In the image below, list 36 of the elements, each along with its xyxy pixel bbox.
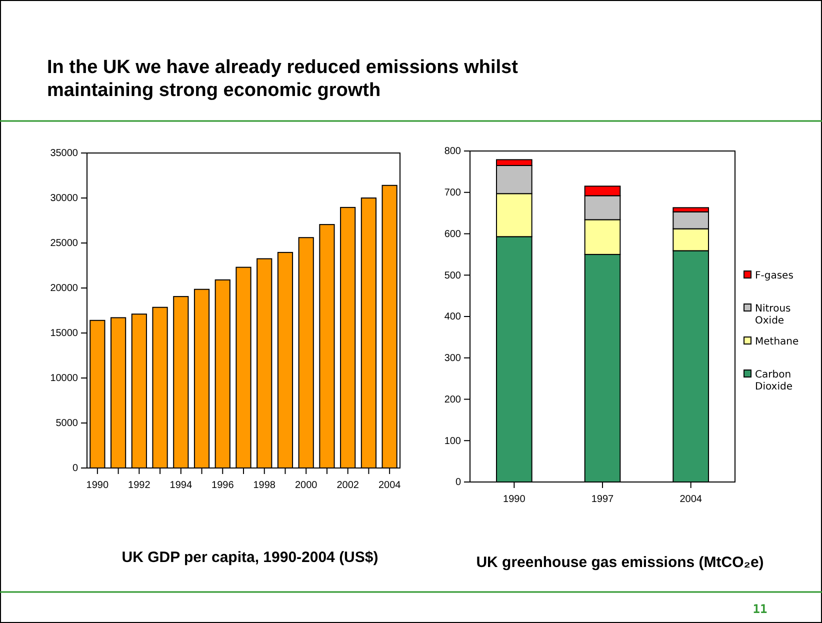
text: UK GDP per capita, 1990-2004 (US$) <box>122 549 378 566</box>
x-tick-label: 2004 <box>378 480 402 491</box>
y-tick-label: 35000 <box>50 148 78 160</box>
text: In the UK we have already reduced emissions whilst maintaining strong economic growth <box>47 57 519 101</box>
text: UK greenhouse gas emissions (MtCO₂e) <box>476 554 764 571</box>
legend-label: Methane <box>755 336 799 348</box>
y-tick-label: 30000 <box>50 193 78 204</box>
y-tick-label: 700 <box>444 188 462 199</box>
y-tick-label: 800 <box>444 146 462 158</box>
y-tick-label: 100 <box>444 436 462 447</box>
x-tick-label: 1990 <box>503 494 526 505</box>
y-tick-label: 5000 <box>56 418 78 430</box>
x-tick-label: 1997 <box>591 494 614 505</box>
x-tick-label: 1998 <box>253 480 276 491</box>
x-tick-label: 1992 <box>128 480 151 491</box>
y-tick-label: 20000 <box>50 283 78 294</box>
y-tick-label: 500 <box>444 270 462 282</box>
legend-label: Carbon Dioxide <box>755 370 792 392</box>
x-tick-label: 2004 <box>680 494 702 505</box>
x-tick-label: 1990 <box>86 480 109 491</box>
y-tick-label: 0 <box>455 477 462 488</box>
legend-label: Nitrous Oxide <box>755 304 791 326</box>
y-tick-label: 0 <box>72 463 78 474</box>
y-tick-label: 600 <box>444 228 462 240</box>
y-tick-label: 10000 <box>50 373 78 384</box>
x-tick-label: 2000 <box>294 480 318 491</box>
x-tick-label: 1994 <box>170 480 192 491</box>
x-tick-label: 1996 <box>212 480 234 491</box>
x-tick-label: 2002 <box>336 480 360 491</box>
y-tick-label: 300 <box>444 353 462 364</box>
y-tick-label: 200 <box>444 394 462 406</box>
y-tick-label: 25000 <box>50 238 78 250</box>
y-tick-label: 15000 <box>50 328 78 340</box>
y-tick-label: 400 <box>444 312 462 323</box>
legend-label: F-gases <box>755 270 794 282</box>
text: 11 <box>752 602 768 616</box>
